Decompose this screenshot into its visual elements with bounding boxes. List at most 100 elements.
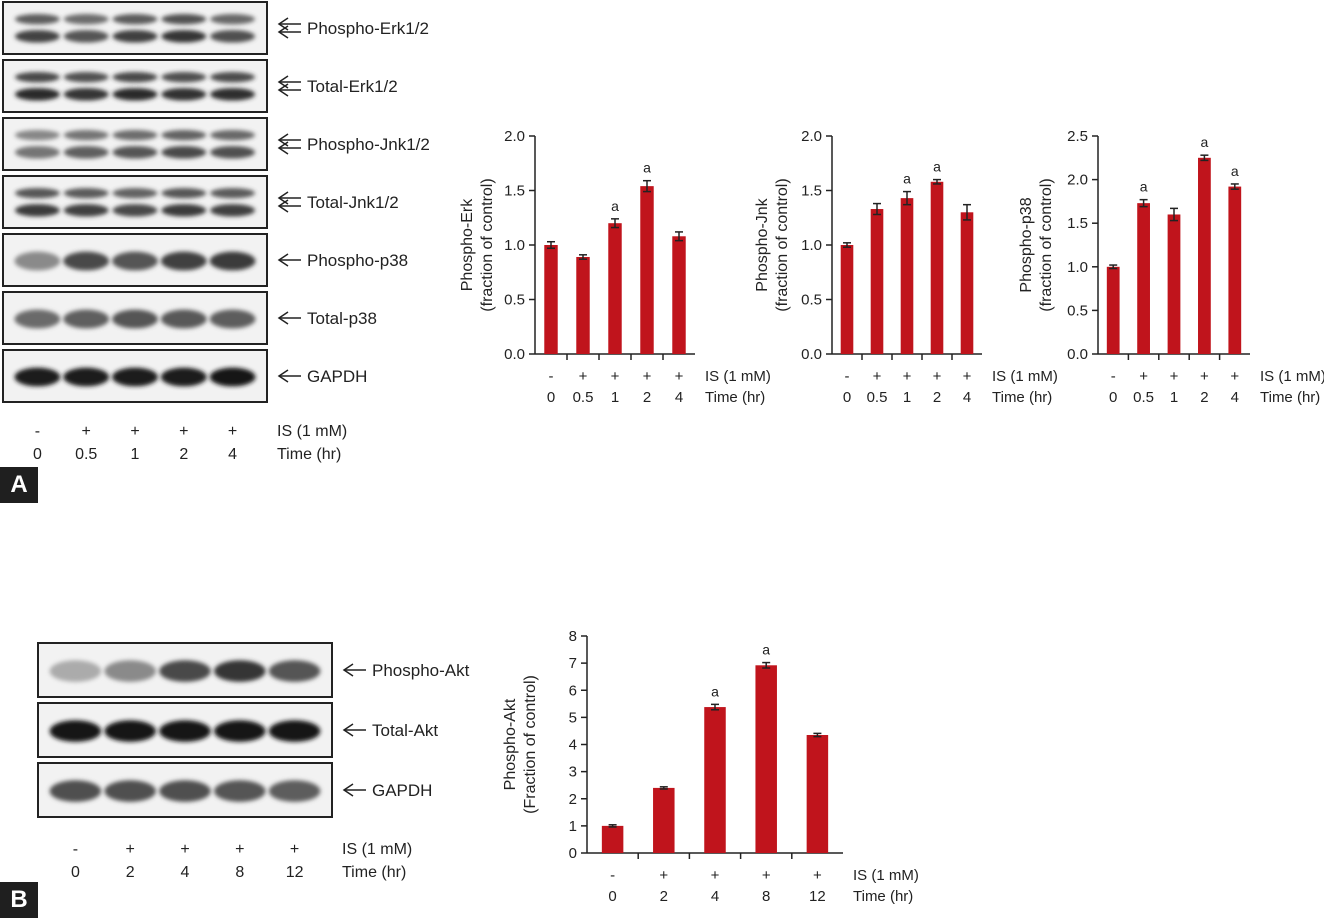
lane-treatment-label: +: [180, 841, 189, 858]
blot-band: [210, 187, 256, 199]
blot-band: [160, 309, 207, 329]
x-time-label: 4: [1231, 389, 1239, 406]
treatment-label: IS (1 mM): [277, 423, 347, 440]
y-tick-label: 4: [569, 737, 577, 754]
blot-band: [209, 309, 256, 329]
y-tick-label: 0.0: [504, 346, 525, 363]
x-time-label: 2: [660, 888, 668, 905]
blot-band: [209, 251, 256, 271]
arrow-head: [277, 311, 289, 325]
lane-treatment-label: -: [73, 841, 78, 858]
lane-time-label: 4: [181, 864, 190, 881]
x-treatment-label: +: [1200, 368, 1209, 385]
blot-band: [210, 204, 256, 217]
panel-b-western-blot: Phospho-Akt Total-Akt GAPDH - + + + +0 2 4 8 12 IS (…: [37, 642, 470, 881]
panel-a-western-blot: Phospho-Erk1/2 Total-Erk1/2 Phospho-Jnk1/2…: [2, 1, 430, 463]
blot-band: [14, 309, 61, 329]
blot-row-label: Phospho-Erk1/2: [307, 19, 429, 38]
y-tick-label: 2.0: [1067, 172, 1088, 189]
lane-time-label: 4: [228, 446, 237, 463]
blot-band: [63, 204, 109, 217]
blot-band: [63, 187, 109, 199]
lane-treatment-label: +: [290, 841, 299, 858]
x-time-label: 0: [843, 389, 851, 406]
blot-band: [209, 367, 256, 387]
bar: [1137, 203, 1150, 354]
y-tick-label: 1.0: [801, 237, 822, 254]
significance-label: a: [611, 198, 619, 214]
blot-band: [159, 780, 211, 802]
significance-label: a: [762, 642, 770, 658]
blot-band: [210, 13, 256, 25]
blot-band: [214, 720, 266, 742]
panel-b-label: B: [0, 882, 38, 918]
blot-band: [214, 780, 266, 802]
lane-treatment-label: +: [235, 841, 244, 858]
x-time-label: 12: [809, 888, 826, 905]
lane-treatment-label: +: [130, 423, 139, 440]
chart-treatment-label: IS (1 mM): [705, 368, 771, 385]
y-tick-label: 3: [569, 764, 577, 781]
x-treatment-label: +: [675, 368, 684, 385]
blot-band: [161, 30, 207, 43]
bar: [640, 186, 654, 354]
x-treatment-label: +: [873, 368, 882, 385]
chart-time-label: Time (hr): [1260, 389, 1320, 406]
x-treatment-label: +: [611, 368, 620, 385]
y-tick-label: 2.0: [801, 128, 822, 145]
chart-time-label: Time (hr): [992, 389, 1052, 406]
y-tick-label: 0.0: [1067, 346, 1088, 363]
blot-row-label: GAPDH: [372, 781, 432, 800]
y-tick-label: 0.0: [801, 346, 822, 363]
blot-band: [112, 187, 158, 199]
blot-frame: [2, 1, 268, 55]
blot-band: [112, 13, 158, 25]
blot-band: [14, 146, 60, 159]
x-time-label: 2: [1200, 389, 1208, 406]
y-axis-sublabel: (fraction of control): [774, 178, 791, 311]
lane-treatment-label: +: [126, 841, 135, 858]
x-treatment-label: +: [903, 368, 912, 385]
y-tick-label: 6: [569, 682, 577, 699]
x-treatment-label: -: [549, 368, 554, 385]
lane-treatment-label: +: [82, 423, 91, 440]
blot-band: [63, 309, 110, 329]
significance-label: a: [711, 683, 719, 699]
y-tick-label: 0.5: [1067, 302, 1088, 319]
blot-band: [112, 129, 158, 141]
arrow-head: [277, 253, 289, 267]
blot-band: [49, 720, 102, 742]
blot-row: Total-Erk1/2: [2, 59, 398, 113]
x-treatment-label: +: [711, 867, 720, 884]
blot-band: [104, 780, 156, 802]
x-treatment-label: +: [1230, 368, 1239, 385]
blot-frame: [2, 175, 268, 229]
blot-band: [14, 71, 60, 83]
y-tick-label: 0: [569, 845, 577, 862]
blot-band: [14, 251, 61, 271]
y-axis-sublabel: (Fraction of control): [522, 675, 539, 814]
blot-band: [160, 251, 207, 271]
y-tick-label: 1.5: [504, 183, 525, 200]
lane-time-label: 0: [33, 446, 42, 463]
y-axis-sublabel: (fraction of control): [1038, 178, 1055, 311]
y-tick-label: 0.5: [801, 292, 822, 309]
blot-band: [159, 720, 211, 742]
blot-band: [63, 146, 109, 159]
blot-band: [63, 367, 110, 387]
y-tick-label: 2.5: [1067, 128, 1088, 145]
y-tick-label: 0.5: [504, 292, 525, 309]
blot-row: Total-Jnk1/2: [2, 175, 399, 229]
blot-row: Total-Akt: [37, 702, 438, 758]
blot-band: [210, 71, 256, 83]
x-time-label: 8: [762, 888, 770, 905]
bar: [1167, 214, 1181, 354]
x-treatment-label: +: [813, 867, 822, 884]
lane-time-label: 12: [286, 864, 304, 881]
bar-chart-1: 0.0 0.5 1.0 1.5 2.0 - 0 +0.5 a +1 a +2 +4 IS (1 mM) Ti…: [459, 128, 771, 406]
blot-frame: [2, 59, 268, 113]
blot-band: [210, 30, 256, 43]
x-time-label: 0: [547, 389, 555, 406]
y-tick-label: 5: [569, 709, 577, 726]
x-time-label: 1: [1170, 389, 1178, 406]
